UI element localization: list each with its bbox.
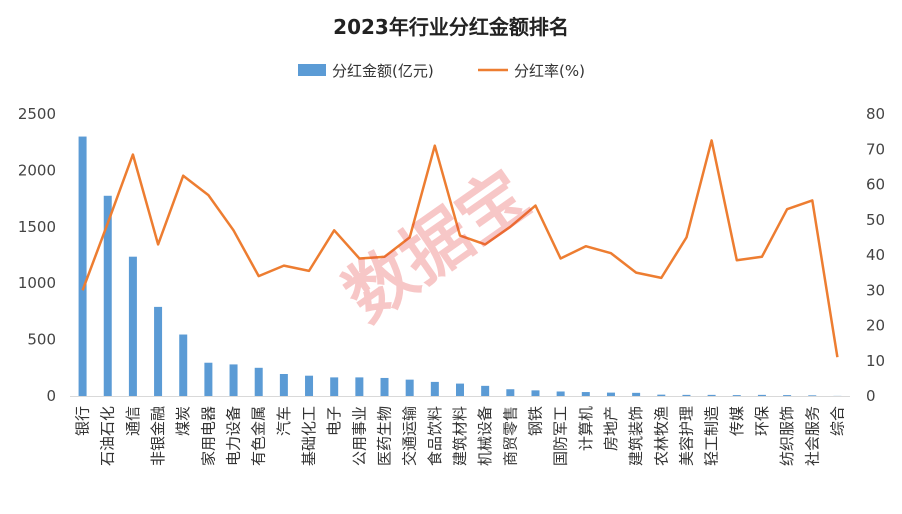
category-label: 石油石化 <box>99 406 117 466</box>
category-label: 医药生物 <box>376 406 394 466</box>
bar <box>606 392 615 396</box>
bar-series <box>78 136 842 396</box>
category-label: 建筑材料 <box>451 406 469 466</box>
legend-label-line: 分红率(%) <box>514 62 585 80</box>
chart-title: 2023年行业分红金额排名 <box>333 15 569 39</box>
category-label: 国防军工 <box>552 406 570 466</box>
bar <box>128 256 137 396</box>
y-left-tick-label: 1000 <box>18 274 56 292</box>
legend: 分红金额(亿元) 分红率(%) <box>298 62 585 80</box>
bar <box>783 395 792 396</box>
bar <box>330 377 339 396</box>
category-label: 机械设备 <box>476 406 494 466</box>
category-label: 商贸零售 <box>501 406 519 466</box>
y-right-tick-label: 80 <box>866 105 885 123</box>
bar <box>204 362 213 396</box>
category-label: 有色金属 <box>250 406 268 466</box>
category-label: 轻工制造 <box>703 406 721 466</box>
rate-line-series <box>81 139 839 358</box>
bar <box>179 334 188 396</box>
y-left-tick-label: 1500 <box>18 218 56 236</box>
category-label: 食品饮料 <box>426 406 444 466</box>
category-label: 美容护理 <box>677 406 695 466</box>
bar <box>632 392 641 396</box>
bar <box>682 394 691 396</box>
bar <box>279 374 288 396</box>
bar <box>103 195 112 396</box>
bar <box>757 394 766 396</box>
category-label: 农林牧渔 <box>652 406 670 466</box>
bar <box>405 379 414 396</box>
y-axis-left: 2500 2000 1500 1000 500 0 <box>18 105 56 405</box>
legend-swatch-bar <box>298 64 326 76</box>
bar <box>481 385 490 396</box>
bar <box>808 395 817 396</box>
watermark-text: 数据宝 <box>331 156 543 338</box>
category-label: 电子 <box>325 406 343 436</box>
bar <box>657 394 666 396</box>
category-label: 社会服务 <box>803 406 821 466</box>
category-label: 计算机 <box>577 406 595 451</box>
y-right-tick-label: 30 <box>866 281 885 299</box>
bar <box>430 381 439 396</box>
category-label: 非银金融 <box>149 406 167 466</box>
y-axis-right: 80 70 60 50 40 30 20 10 0 <box>866 105 885 405</box>
category-label: 银行 <box>74 406 92 436</box>
y-left-tick-label: 0 <box>46 387 56 405</box>
category-label: 电力设备 <box>225 406 243 466</box>
bar <box>456 383 464 396</box>
y-left-tick-label: 500 <box>27 331 56 349</box>
category-label: 公用事业 <box>350 406 368 466</box>
category-label: 家用电器 <box>199 406 217 466</box>
category-label: 汽车 <box>275 406 293 436</box>
y-right-tick-label: 40 <box>866 246 885 264</box>
y-right-tick-label: 0 <box>866 387 876 405</box>
y-right-tick-label: 10 <box>866 352 885 370</box>
category-label: 通信 <box>124 406 142 436</box>
category-label: 钢铁 <box>526 406 544 436</box>
category-label: 房地产 <box>602 406 620 451</box>
category-label: 传媒 <box>728 406 746 436</box>
category-label: 基础化工 <box>300 406 318 466</box>
bar <box>732 395 741 396</box>
x-axis-categories: 银行 石油石化 通信 非银金融 煤炭 家用电器 电力设备 有色金属 汽车 基础化工 电子 公用事业 医药… <box>74 406 847 466</box>
category-label: 交通运输 <box>401 406 419 466</box>
category-label: 纺织服饰 <box>778 406 796 466</box>
bar <box>380 377 389 396</box>
y-right-tick-label: 60 <box>866 176 885 194</box>
y-left-tick-label: 2500 <box>18 105 56 123</box>
category-label: 环保 <box>753 406 771 436</box>
bar <box>506 389 515 396</box>
bar <box>305 375 314 396</box>
y-right-tick-label: 20 <box>866 317 885 335</box>
bar <box>531 390 540 396</box>
bar <box>556 391 565 396</box>
y-left-tick-label: 2000 <box>18 161 56 179</box>
bar <box>707 394 716 396</box>
category-label: 煤炭 <box>174 406 192 436</box>
legend-label-bar: 分红金额(亿元) <box>332 62 434 80</box>
bar <box>78 136 87 396</box>
y-right-tick-label: 50 <box>866 211 885 229</box>
bar <box>254 367 263 396</box>
category-label: 综合 <box>828 406 846 436</box>
bar <box>581 392 590 396</box>
category-label: 建筑装饰 <box>627 406 645 466</box>
bar <box>154 306 163 396</box>
bar <box>355 377 364 396</box>
y-right-tick-label: 70 <box>866 140 885 158</box>
bar <box>229 364 238 396</box>
